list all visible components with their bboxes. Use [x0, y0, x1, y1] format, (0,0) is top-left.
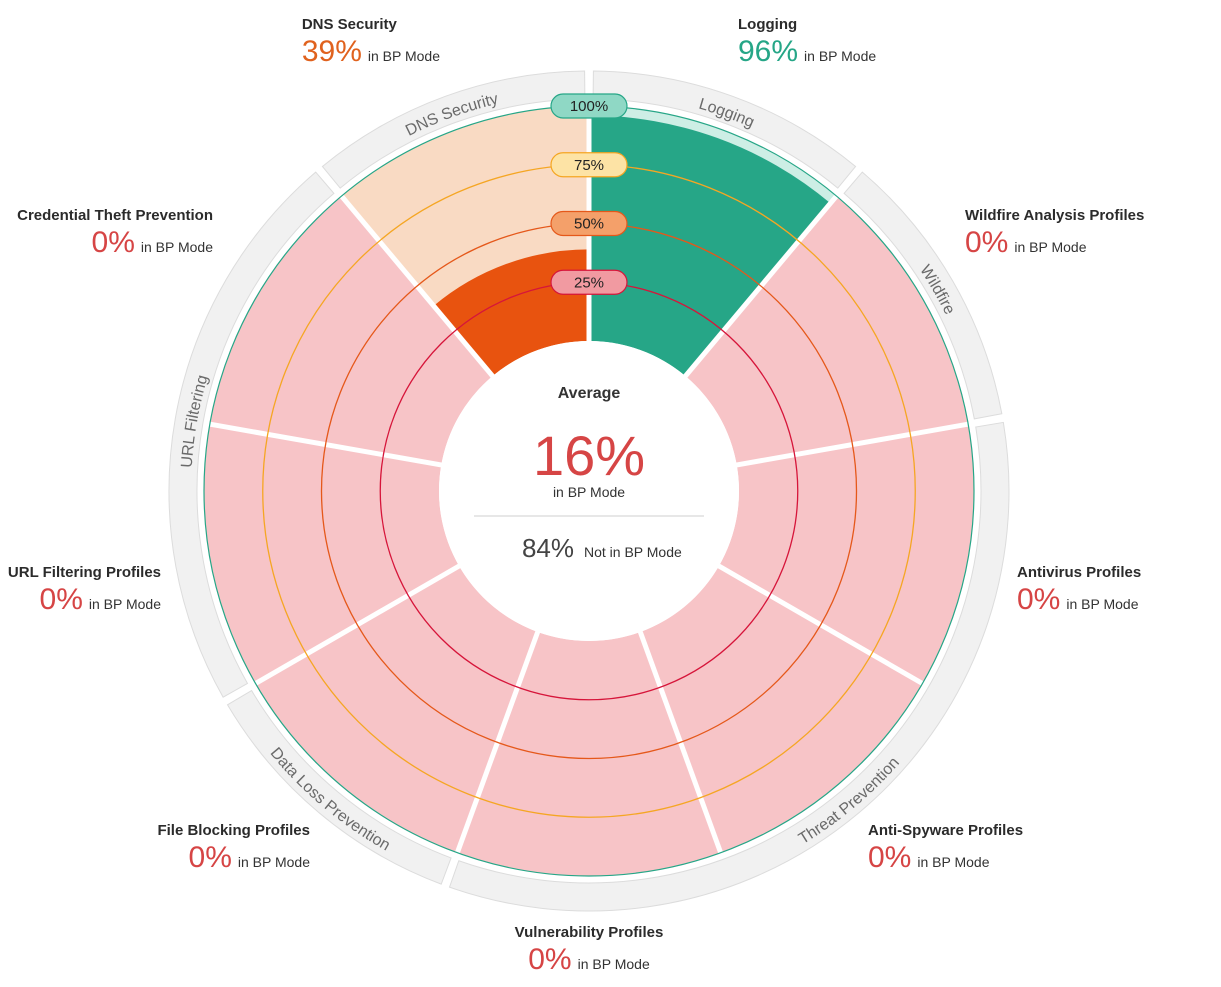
callout-percent: 0% — [965, 226, 1009, 259]
ring-badge-bg — [550, 93, 628, 119]
sector-value-logging[interactable] — [589, 115, 831, 377]
callout-value-row: 0% in BP Mode — [868, 841, 1023, 875]
callout-name: URL Filtering Profiles — [7, 564, 161, 581]
callout-name: File Blocking Profiles — [157, 822, 310, 839]
sector-divider — [682, 191, 841, 380]
sector-divider — [715, 562, 928, 688]
center-secondary-label: Not in BP Mode — [584, 544, 682, 560]
sectors — [203, 102, 974, 876]
callout-name: Logging — [738, 16, 798, 33]
callout-value-row: 0% in BP Mode — [439, 943, 739, 977]
callout-name: Credential Theft Prevention — [17, 207, 213, 224]
ring-badge-label: 100% — [570, 98, 608, 115]
ring-badge-label: 25% — [574, 274, 604, 291]
ring-badge-75: 75% — [550, 152, 628, 178]
sector-divider — [205, 420, 444, 468]
ring-badge-bg — [550, 152, 628, 178]
callout-name: DNS Security — [301, 16, 397, 33]
ring-badge-100: 100% — [550, 93, 628, 119]
callout-logging: Logging 96% in BP Mode — [738, 16, 876, 69]
center-summary: Average 16% in BP Mode 84% Not in BP Mod… — [439, 341, 739, 641]
ring-badge-label: 75% — [574, 157, 604, 174]
callout-value-row: 0% in BP Mode — [8, 583, 161, 617]
callout-percent: 0% — [91, 226, 135, 259]
callout-percent: 0% — [868, 841, 912, 874]
callout-value-row: 0% in BP Mode — [1017, 583, 1141, 617]
callout-mode-label: in BP Mode — [804, 48, 877, 64]
sector-value-dns-security[interactable] — [433, 249, 589, 377]
sector-divider — [637, 629, 725, 858]
callout-mode-label: in BP Mode — [577, 956, 650, 972]
callout-name: Vulnerability Profiles — [514, 924, 664, 941]
callout-url-filtering-profiles: URL Filtering Profiles 0% in BP Mode — [8, 564, 161, 617]
ring-badge-50: 50% — [550, 210, 628, 237]
sector-bg-file-blocking-profiles — [255, 566, 538, 853]
callout-file-blocking-profiles: File Blocking Profiles 0% in BP Mode — [157, 822, 310, 875]
center-value-label: in BP Mode — [553, 484, 625, 500]
callout-mode-label: in BP Mode — [140, 239, 213, 255]
callout-mode-label: in BP Mode — [367, 48, 440, 64]
callout-value-row: 96% in BP Mode — [738, 35, 876, 69]
callout-name: Antivirus Profiles — [1017, 564, 1142, 581]
center-secondary-value: 84% — [522, 533, 574, 563]
callout-vulnerability-profiles: Vulnerability Profiles 0% in BP Mode — [439, 924, 739, 977]
group-band-data-loss-prevention — [226, 689, 452, 885]
callout-name: Wildfire Analysis Profiles — [965, 207, 1145, 224]
ring-badge-bg — [550, 210, 628, 237]
sector-bg-vulnerability-profiles — [457, 631, 721, 876]
callout-percent: 0% — [528, 943, 572, 976]
sector-divider — [250, 562, 463, 688]
callout-wildfire-analysis-profiles: Wildfire Analysis Profiles 0% in BP Mode — [965, 207, 1144, 260]
sector-bg-credential-theft-prevention — [209, 196, 493, 465]
ring-badges: 25% 50% 75% 100% — [550, 93, 628, 295]
group-bands — [168, 70, 1010, 912]
callout-name: Anti-Spyware Profiles — [868, 822, 1024, 839]
sector-divider — [337, 191, 496, 380]
callout-percent: 0% — [1017, 583, 1061, 616]
center-title: Average — [558, 385, 621, 402]
sector-divider — [453, 629, 541, 858]
callout-percent: 0% — [188, 841, 232, 874]
callout-value-row: 0% in BP Mode — [17, 226, 213, 260]
callout-mode-label: in BP Mode — [1014, 239, 1087, 255]
callout-value-row: 0% in BP Mode — [965, 226, 1144, 260]
sector-bg-antivirus-profiles — [718, 424, 974, 684]
callout-dns-security: DNS Security 39% in BP Mode — [302, 16, 440, 69]
callout-mode-label: in BP Mode — [237, 854, 310, 870]
group-band-wildfire — [843, 171, 1003, 420]
sector-bg-anti-spyware-profiles — [640, 566, 923, 853]
callout-percent: 0% — [39, 583, 83, 616]
ring-badge-25: 25% — [550, 269, 628, 295]
group-band-logging — [592, 70, 857, 189]
callout-anti-spyware-profiles: Anti-Spyware Profiles 0% in BP Mode — [868, 822, 1023, 875]
group-band-threat-prevention — [448, 421, 1010, 912]
callout-value-row: 39% in BP Mode — [302, 35, 440, 69]
callout-antivirus-profiles: Antivirus Profiles 0% in BP Mode — [1017, 564, 1141, 617]
ring-badge-label: 50% — [574, 216, 604, 233]
sector-bg-wildfire-analysis-profiles — [685, 196, 969, 465]
callout-mode-label: in BP Mode — [88, 596, 161, 612]
callout-percent: 96% — [738, 35, 799, 68]
callout-percent: 39% — [301, 35, 362, 68]
center-disc — [439, 341, 739, 641]
callout-mode-label: in BP Mode — [917, 854, 990, 870]
group-band-url-filtering — [168, 171, 335, 698]
sector-divider — [734, 420, 973, 468]
callout-value-row: 0% in BP Mode — [157, 841, 310, 875]
center-value: 16% — [533, 424, 645, 487]
sector-bg-url-filtering-profiles — [203, 424, 460, 684]
ring-badge-bg — [550, 269, 628, 295]
callout-mode-label: in BP Mode — [1066, 596, 1139, 612]
callout-credential-theft-prevention: Credential Theft Prevention 0% in BP Mode — [17, 207, 213, 260]
